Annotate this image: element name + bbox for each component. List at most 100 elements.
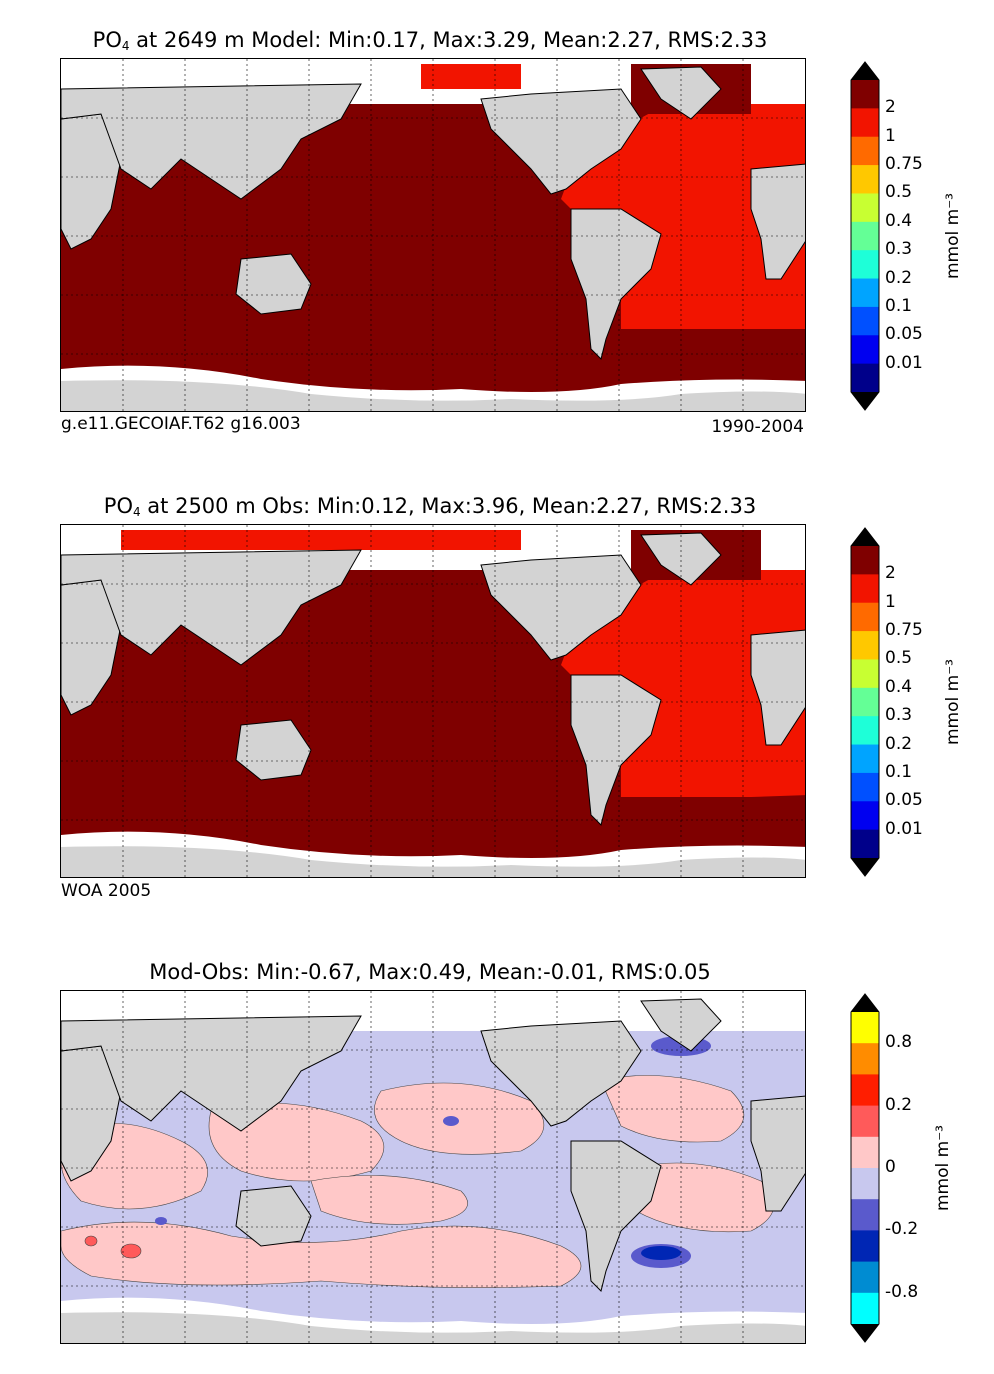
colorbar-outline — [850, 993, 880, 1343]
colorbar-tick-label: 2 — [885, 97, 896, 118]
south-america — [570, 208, 662, 360]
africa-east — [750, 1095, 805, 1212]
colorbar-extend-top — [851, 994, 879, 1012]
colorbar-obs-svg — [850, 527, 880, 877]
colorbar-tick-label: 0.05 — [885, 790, 923, 811]
colorbar-tick-label: 0.2 — [885, 733, 913, 754]
north-america — [480, 88, 642, 195]
colorbar-diff-svg — [850, 993, 880, 1343]
colorbar-extend-top — [851, 62, 879, 80]
colorbar-swatch — [851, 631, 879, 660]
south-america — [570, 1140, 662, 1292]
colorbar-tick-label: 0.01 — [885, 352, 923, 373]
colorbar-tick-label: 0.2 — [885, 267, 913, 288]
colorbar-swatch — [851, 1105, 879, 1138]
colorbar-extend-top — [851, 528, 879, 546]
australia — [235, 719, 312, 781]
colorbar-swatch — [851, 1012, 879, 1044]
colorbar-swatch — [851, 278, 879, 308]
graticule — [61, 991, 805, 1343]
colorbar-tick-label: 2 — [885, 563, 896, 584]
colorbar-tick-label: 0.4 — [885, 210, 913, 231]
colorbar-outline — [850, 527, 880, 877]
panel-model-colorbar-unit: mmol m⁻³ — [943, 193, 963, 279]
eurasia — [61, 549, 362, 666]
greenland — [640, 532, 722, 586]
colorbar-swatch — [851, 659, 879, 689]
antarctica — [61, 380, 805, 411]
colorbar-swatch — [851, 193, 879, 223]
panel-model-colorbar — [850, 61, 880, 411]
colorbar-swatch — [851, 165, 879, 194]
colorbar-outline — [850, 61, 880, 411]
panel-diff-map — [60, 990, 806, 1344]
obs-map-svg — [61, 525, 805, 877]
greenland — [640, 66, 722, 120]
colorbar-swatch — [851, 306, 879, 336]
colorbar-swatch — [851, 1261, 879, 1294]
colorbar-tick-label: 0.5 — [885, 182, 913, 203]
colorbar-swatch — [851, 363, 879, 393]
colorbar-tick-label: 0 — [885, 1157, 896, 1177]
colorbar-tick-label: 0.5 — [885, 648, 913, 669]
colorbar-tick-label: 1 — [885, 125, 896, 146]
colorbar-swatch — [851, 772, 879, 802]
north-america — [480, 554, 642, 661]
colorbar-tick-label: 1 — [885, 591, 896, 612]
positive-diff-strong — [84, 1235, 142, 1259]
colorbar-swatch — [851, 829, 879, 859]
antarctica — [61, 846, 805, 877]
arctic-red-patch — [121, 530, 521, 550]
panel-obs-map — [60, 524, 806, 878]
colorbar-tick-label: -0.8 — [885, 1281, 919, 1302]
colorbar-swatch — [851, 801, 879, 831]
panel-diff-colorbar — [850, 993, 880, 1343]
eurasia — [61, 1015, 362, 1132]
panel-obs-source-label: WOA 2005 — [61, 881, 152, 901]
colorbar-tick-label: 0.75 — [885, 620, 923, 641]
colorbar-swatch — [851, 687, 879, 717]
colorbar-model-svg — [850, 61, 880, 411]
model-map-svg — [61, 59, 805, 411]
south-america — [570, 674, 662, 826]
colorbar-swatch — [851, 602, 879, 632]
colorbar-extend-bottom — [851, 858, 879, 876]
colorbar-swatch — [851, 1199, 879, 1231]
colorbar-swatch — [851, 80, 879, 109]
colorbar-tick-label: 0.05 — [885, 324, 923, 345]
colorbar-swatch — [851, 1074, 879, 1107]
eurasia — [61, 83, 362, 200]
australia — [235, 253, 312, 315]
colorbar-swatch — [851, 546, 879, 575]
colorbar-swatch — [851, 136, 879, 166]
colorbar-swatch — [851, 1043, 879, 1075]
colorbar-swatch — [851, 335, 879, 365]
colorbar-extend-bottom — [851, 392, 879, 410]
panel-diff-title: Mod-Obs: Min:-0.67, Max:0.49, Mean:-0.01… — [149, 960, 711, 984]
colorbar-tick-label: 0.2 — [885, 1094, 913, 1115]
colorbar-swatch — [851, 250, 879, 280]
colorbar-swatch — [851, 574, 879, 604]
panel-diff-colorbar-unit: mmol m⁻³ — [933, 1125, 953, 1211]
colorbar-tick-label: 0.3 — [885, 239, 913, 260]
panel-model-years-label: 1990-2004 — [711, 417, 804, 437]
australia — [235, 1185, 312, 1247]
colorbar-extend-bottom — [851, 1324, 879, 1342]
graticule — [61, 59, 805, 411]
colorbar-swatch — [851, 1136, 879, 1169]
diff-map-svg — [61, 991, 805, 1343]
graticule — [61, 525, 805, 877]
colorbar-tick-label: 0.3 — [885, 705, 913, 726]
colorbar-tick-label: 0.1 — [885, 295, 913, 316]
africa-east — [750, 163, 805, 280]
antarctica — [61, 1312, 805, 1343]
colorbar-tick-label: 0.75 — [885, 154, 923, 175]
panel-model-title: PO4 at 2649 m Model: Min:0.17, Max:3.29,… — [92, 28, 768, 53]
panel-model-case-label: g.e11.GECOIAF.T62 g16.003 — [61, 414, 301, 434]
southern-ocean — [61, 329, 805, 374]
africa-east — [750, 629, 805, 746]
greenland — [640, 998, 722, 1052]
colorbar-tick-label: 0.01 — [885, 818, 923, 839]
negative-diff-strongest — [641, 1246, 681, 1260]
colorbar-tick-label: 0.1 — [885, 761, 913, 782]
